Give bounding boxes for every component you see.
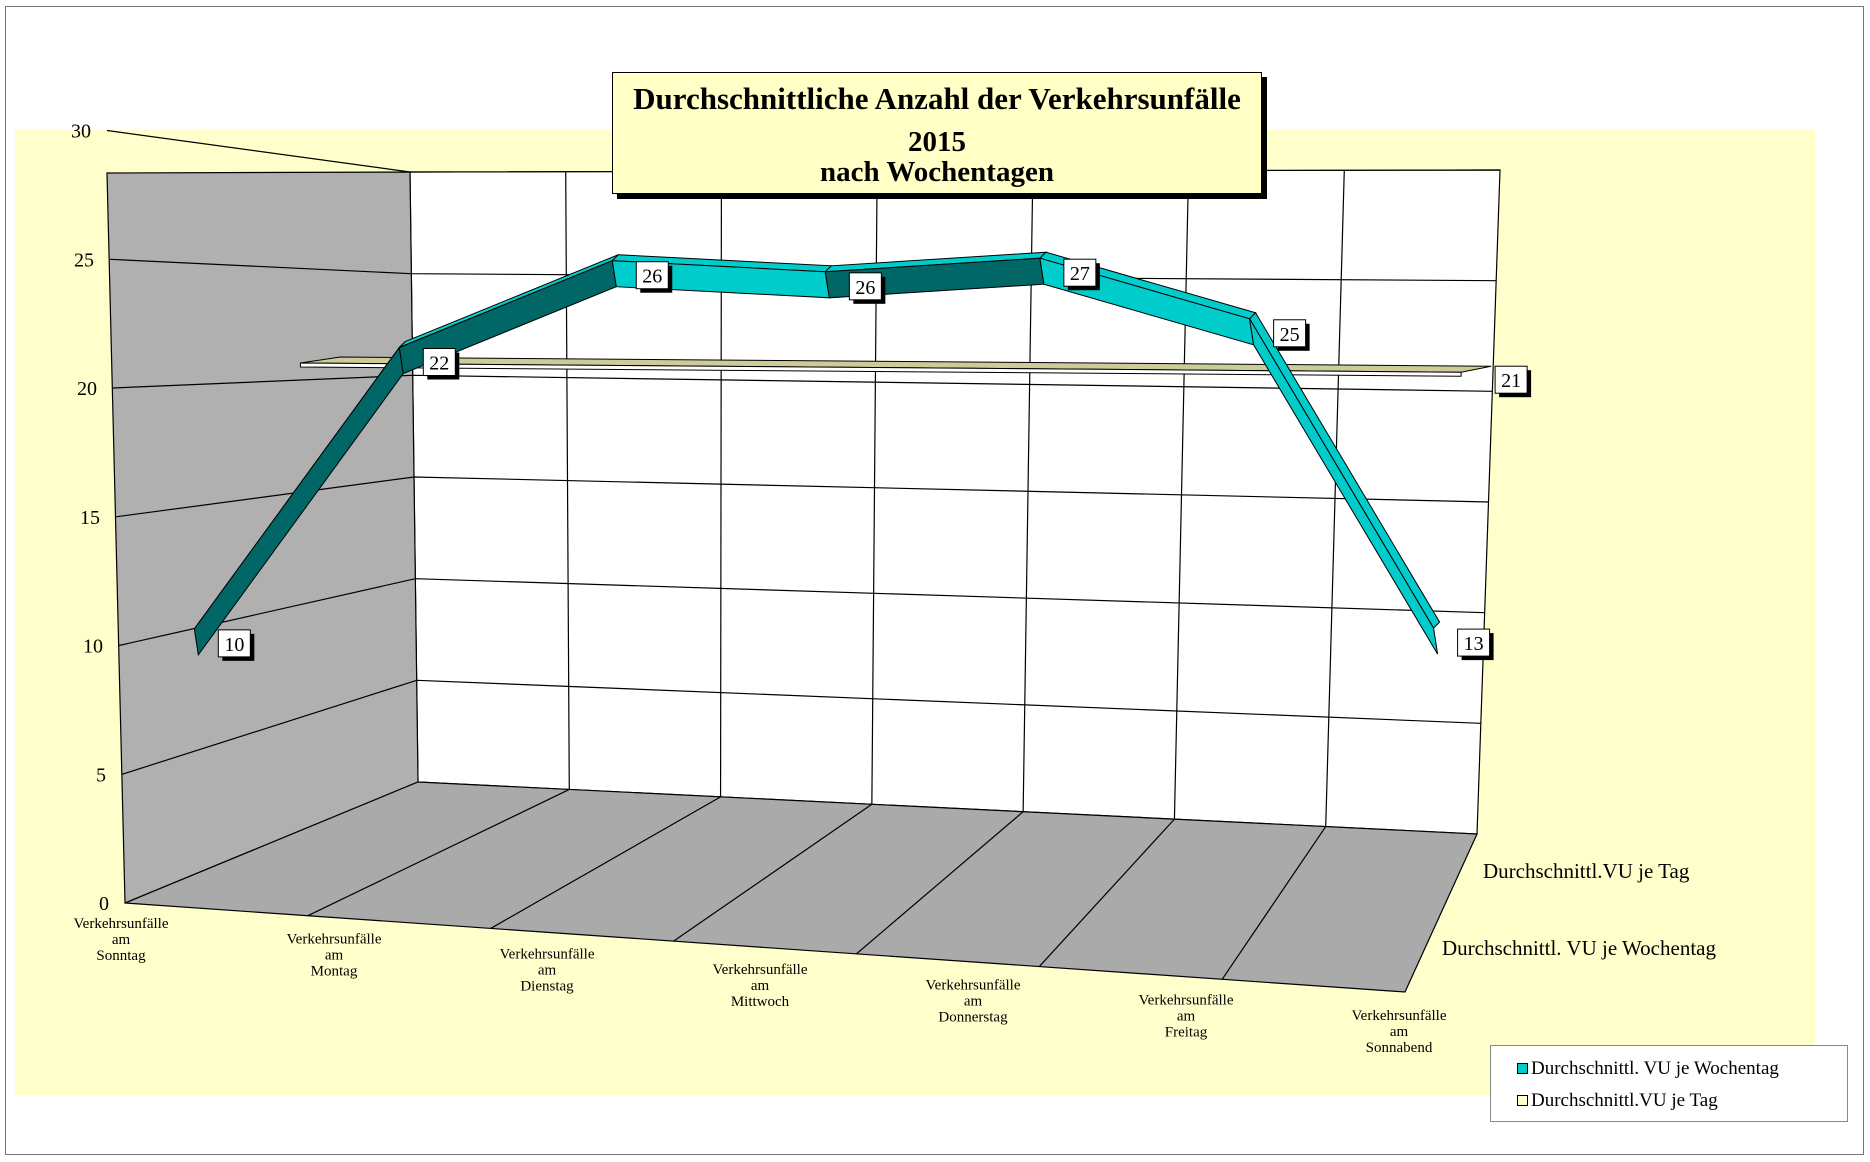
data-label: 10 [217, 629, 255, 661]
floor-divider [673, 803, 873, 942]
legend-item-tag: Durchschnittl.VU je Tag [1517, 1090, 1718, 1112]
ribbon-segment [1249, 318, 1439, 655]
data-label-text: 13 [1464, 633, 1484, 655]
floor [124, 781, 1478, 993]
gridline-vertical [1173, 170, 1190, 820]
chart-title-box: Durchschnittliche Anzahl der Verkehrsunf… [612, 72, 1262, 194]
chart-subtitle: nach Wochentagen [820, 156, 1054, 188]
series-wochentag: 10 22 26 26 27 25 13 [193, 251, 1494, 661]
x-tick-label: Verkehrsunfälle [926, 977, 1021, 993]
data-label-text: 26 [642, 266, 662, 288]
data-label-box [1063, 258, 1097, 287]
x-tick-label: am [325, 947, 344, 963]
x-tick-label: Verkehrsunfälle [713, 962, 808, 978]
legend-item-wochentag: Durchschnittl. VU je Wochentag [1517, 1058, 1779, 1080]
x-tick-label: Sonntag [96, 948, 146, 964]
legend-swatch-tag [1517, 1095, 1528, 1106]
x-tick-label: am [1390, 1024, 1409, 1040]
depth-label-wochentag: Durchschnittl. VU je Wochentag [1442, 936, 1716, 960]
y-tick-label: 0 [99, 893, 109, 915]
x-tick-labels: VerkehrsunfälleamSonntagVerkehrsunfällea… [74, 916, 1447, 1056]
depth-label-tag: Durchschnittl.VU je Tag [1483, 859, 1690, 883]
legend-swatch-wochentag [1517, 1063, 1528, 1074]
gridline [112, 374, 1493, 392]
data-label-box [1273, 319, 1307, 348]
x-tick-label: am [538, 963, 557, 979]
data-label-box [1494, 365, 1528, 394]
x-tick-label: Mittwoch [731, 994, 790, 1010]
x-tick-label: Dienstag [520, 979, 574, 995]
gridline-vertical [565, 171, 570, 790]
gridline-vertical [1325, 170, 1345, 827]
x-tick-label: Montag [311, 963, 358, 979]
data-label-text: 26 [855, 277, 875, 299]
data-label-box [422, 348, 456, 377]
data-label: 27 [1063, 258, 1100, 291]
floor-divider [1038, 818, 1175, 967]
floor-divider [1221, 826, 1327, 980]
data-label: 26 [848, 272, 886, 304]
y-tick-label: 10 [83, 636, 103, 658]
series-tag: 21 [299, 356, 1532, 398]
x-tick-label: Verkehrsunfälle [500, 947, 595, 963]
data-label-box [217, 629, 251, 658]
legend-label-tag: Durchschnittl.VU je Tag [1531, 1090, 1718, 1111]
chart-title-year: 2015 [908, 126, 966, 158]
chart-title: Durchschnittliche Anzahl der Verkehrsunf… [633, 81, 1241, 116]
gridline [121, 679, 1481, 775]
ribbon-front [299, 362, 1462, 377]
data-label-box [635, 261, 669, 290]
data-label-text: 21 [1501, 370, 1521, 392]
y-tick-labels: 0 5 10 15 20 25 30 [71, 121, 109, 916]
x-tick-label: am [964, 993, 983, 1009]
data-label-text: 10 [224, 634, 244, 656]
x-tick-label: Sonnabend [1366, 1040, 1433, 1056]
legend: Durchschnittl. VU je Wochentag Durchschn… [1490, 1045, 1848, 1122]
y-tick-label: 20 [77, 378, 97, 400]
floor-divider [490, 796, 721, 929]
y-tick-label: 25 [74, 249, 94, 271]
legend-label-wochentag: Durchschnittl. VU je Wochentag [1531, 1058, 1779, 1079]
x-tick-label: Verkehrsunfälle [74, 916, 169, 932]
gridline [115, 476, 1489, 518]
data-label: 22 [422, 348, 460, 380]
x-tick-label: Freitag [1165, 1025, 1208, 1041]
data-label: 26 [635, 261, 673, 293]
data-label: 25 [1273, 319, 1310, 351]
data-label-text: 25 [1280, 324, 1300, 346]
floor-divider [307, 788, 570, 917]
x-tick-label: am [112, 932, 131, 948]
y-tick-label: 30 [71, 121, 91, 143]
x-tick-label: Verkehrsunfälle [1139, 993, 1234, 1009]
x-tick-label: Verkehrsunfälle [287, 931, 382, 947]
y-tick-label: 5 [96, 764, 106, 786]
data-label: 21 [1494, 365, 1532, 398]
data-label: 13 [1457, 628, 1494, 661]
data-label-text: 27 [1070, 263, 1090, 285]
x-tick-label: Verkehrsunfälle [1352, 1008, 1447, 1024]
floor-divider [856, 811, 1024, 955]
x-tick-label: am [1177, 1009, 1196, 1025]
y-tick-label: 15 [80, 507, 100, 529]
x-tick-label: am [751, 978, 770, 994]
data-label-text: 22 [429, 353, 449, 375]
data-label-box [1457, 628, 1491, 657]
x-tick-label: Donnerstag [938, 1009, 1008, 1025]
data-label-box [848, 272, 882, 301]
outer-frame [5, 6, 1864, 1155]
